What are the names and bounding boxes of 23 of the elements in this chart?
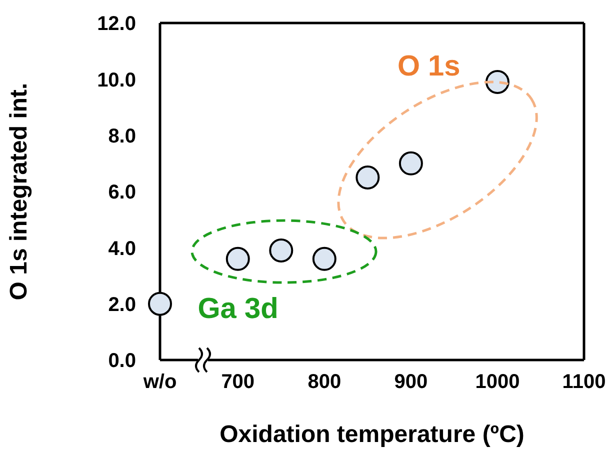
point bbox=[226, 246, 250, 271]
point bbox=[398, 151, 423, 176]
point bbox=[269, 238, 294, 262]
y-tick-label: 2.0 bbox=[108, 294, 136, 316]
y-axis-title: O 1s integrated int. bbox=[6, 82, 33, 300]
x-tick-label: 800 bbox=[308, 371, 342, 394]
x-tick-label: 1000 bbox=[475, 371, 520, 394]
x-tick-label: 700 bbox=[221, 371, 255, 394]
x-tick-label: 900 bbox=[394, 371, 428, 394]
point bbox=[356, 165, 380, 190]
y-tick-label: 10.0 bbox=[97, 69, 136, 92]
x-axis-title: Oxidation temperature (ºC) bbox=[220, 421, 524, 448]
point bbox=[312, 246, 336, 271]
x-tick-label: 1100 bbox=[562, 371, 606, 394]
y-tick-label: 6.0 bbox=[108, 182, 136, 204]
annotation: O 1s bbox=[397, 50, 460, 83]
x-tick-label: w/o bbox=[142, 371, 177, 394]
annotation: Ga 3d bbox=[198, 292, 278, 325]
y-tick-label: 0.0 bbox=[108, 350, 136, 372]
y-tick-label: 12.0 bbox=[97, 13, 136, 36]
y-tick-label: 8.0 bbox=[108, 125, 136, 148]
y-tick-label: 4.0 bbox=[108, 238, 136, 260]
point bbox=[148, 292, 172, 316]
